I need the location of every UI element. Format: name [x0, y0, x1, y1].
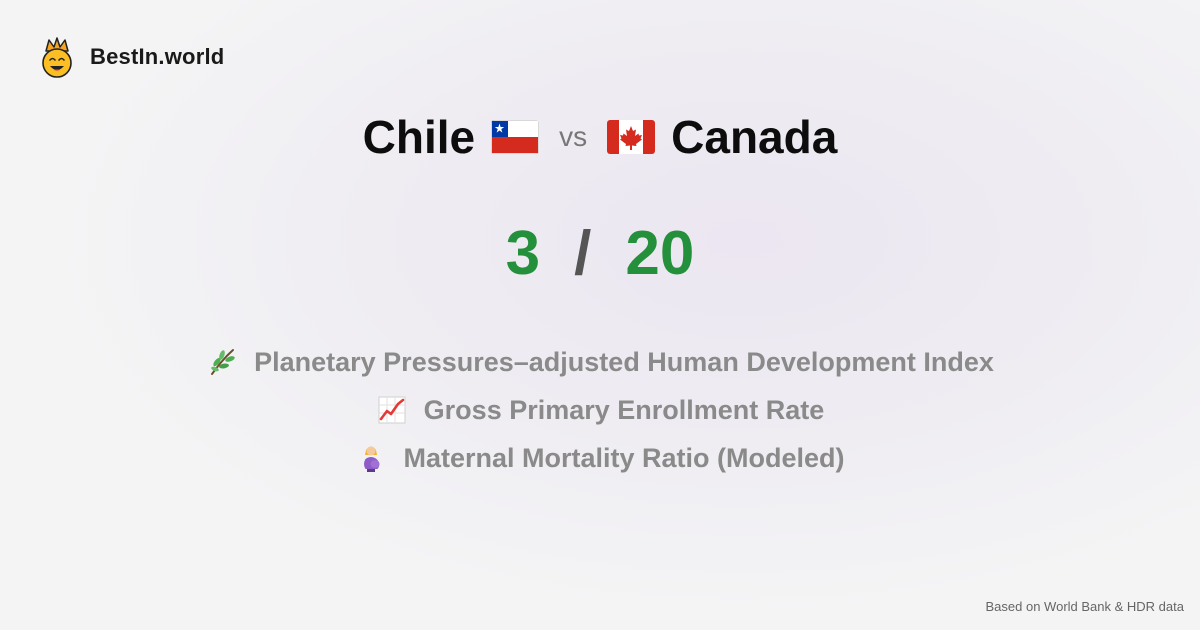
metric-label: Planetary Pressures–adjusted Human Devel…: [254, 346, 994, 377]
canada-flag-icon: [607, 120, 656, 154]
chile-flag-icon: [491, 120, 540, 154]
score: 3 / 20: [0, 218, 1200, 289]
metric-label: Maternal Mortality Ratio (Modeled): [403, 442, 845, 473]
left-score: 3: [505, 219, 541, 288]
pregnant-woman-icon: [364, 446, 380, 472]
data-source-note: Based on World Bank & HDR data: [985, 599, 1184, 614]
brand[interactable]: BestIn.world: [38, 36, 224, 78]
vs-label: vs: [559, 121, 588, 152]
metric-label: Gross Primary Enrollment Rate: [423, 394, 825, 425]
brand-name: BestIn.world: [90, 44, 225, 69]
metric-item: Maternal Mortality Ratio (Modeled): [0, 434, 1200, 482]
crowned-smiley-icon: [42, 37, 72, 78]
chart-increasing-icon: [378, 396, 406, 424]
herb-icon: [211, 349, 235, 375]
left-country-name: Chile: [362, 111, 476, 163]
score-separator: /: [574, 219, 592, 288]
metric-item: Gross Primary Enrollment Rate: [0, 386, 1200, 434]
right-country-name: Canada: [671, 111, 838, 163]
right-score: 20: [625, 219, 695, 288]
metric-item: Planetary Pressures–adjusted Human Devel…: [0, 338, 1200, 386]
comparison-title: Chile vs Canada: [0, 110, 1200, 164]
metric-list: Planetary Pressures–adjusted Human Devel…: [0, 338, 1200, 482]
